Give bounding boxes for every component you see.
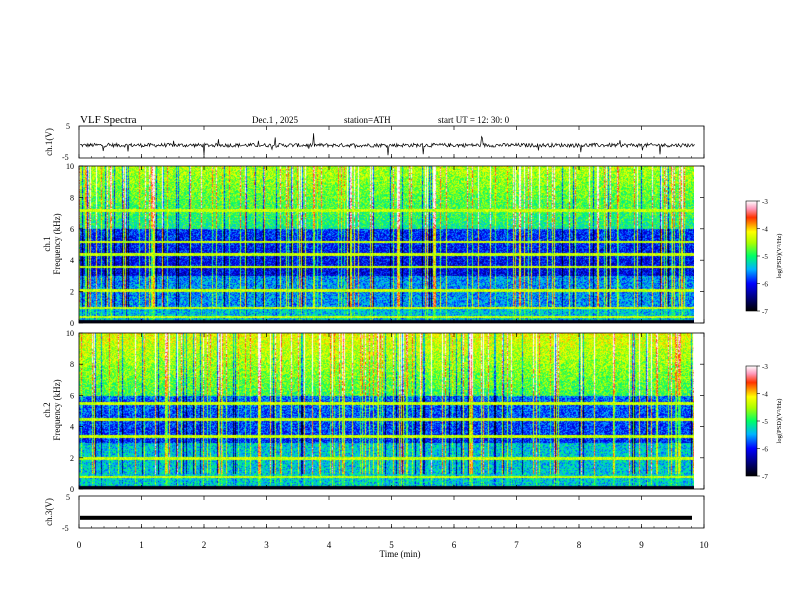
ch1-channel-label: ch.1 bbox=[42, 236, 52, 251]
x-tick-label-8: 8 bbox=[577, 540, 582, 550]
ch2-colorbar-tick-label--6: -6 bbox=[762, 446, 768, 454]
ch1-waveform-ylabel: ch.1(V) bbox=[44, 128, 54, 156]
ch1-spectrogram-yticks: 0 2 4 6 8 10 bbox=[66, 162, 704, 328]
ch3-ytick-bottom: -5 bbox=[62, 524, 69, 533]
ch2-spectrogram-ytick-label-6: 6 bbox=[70, 391, 74, 400]
ch2-spectrogram-ytick-label-8: 8 bbox=[70, 360, 74, 369]
x-tick-label-5: 5 bbox=[389, 540, 394, 550]
ch2-colorbar bbox=[745, 365, 758, 477]
ch2-spectrogram-ytick-label-2: 2 bbox=[70, 454, 74, 463]
ch2-spectrogram-yticks: 0 2 4 6 8 10 bbox=[66, 329, 704, 494]
ch3-waveform-ylabel: ch.3(V) bbox=[44, 498, 54, 526]
start-ut-label: start UT = 12: 30: 0 bbox=[438, 115, 510, 125]
ch1-colorbar-tick-label--4: -4 bbox=[762, 226, 768, 234]
x-tick-label-0: 0 bbox=[77, 540, 82, 550]
date-label: Dec.1 , 2025 bbox=[252, 115, 298, 125]
ch1-colorbar bbox=[745, 200, 758, 312]
x-tick-label-4: 4 bbox=[327, 540, 332, 550]
ch1-spectrogram-ytick-label-6: 6 bbox=[70, 225, 74, 234]
x-tick-label-7: 7 bbox=[514, 540, 519, 550]
ch3-waveform-panel: 5 -5 ch.3(V) bbox=[44, 493, 705, 533]
ch1-spectrogram-ylabel: Frequency (kHz) bbox=[52, 213, 62, 274]
ch1-waveform-frame bbox=[78, 125, 705, 159]
ch2-channel-label: ch.2 bbox=[42, 402, 52, 417]
x-tick-label-1: 1 bbox=[139, 540, 144, 550]
ch1-colorbar-ticks: -3 -4 -5 -6 -7 bbox=[757, 198, 768, 316]
ch2-colorbar-tick-label--4: -4 bbox=[762, 391, 768, 399]
time-axis-ticks: 0 1 2 3 4 5 6 7 8 9 10 bbox=[77, 126, 709, 550]
ch1-waveform-panel: 5 -5 ch.1(V) bbox=[44, 122, 705, 162]
ch1-spectrogram-ytick-label-10: 10 bbox=[66, 162, 74, 171]
ch1-colorbar-tick-label--3: -3 bbox=[762, 198, 768, 206]
ch1-ytick-bottom: -5 bbox=[62, 153, 69, 162]
ch3-ytick-top: 5 bbox=[66, 493, 70, 502]
ch2-spectrogram-image bbox=[79, 333, 694, 489]
ch1-spectrogram-ytick-label-2: 2 bbox=[70, 288, 74, 297]
ch2-spectrogram-ylabel: Frequency (kHz) bbox=[52, 379, 62, 440]
ch2-colorbar-ticks: -3 -4 -5 -6 -7 bbox=[757, 363, 768, 481]
ch1-spectrogram-ytick-label-0: 0 bbox=[70, 319, 74, 328]
ch3-waveform-trace bbox=[80, 515, 692, 520]
ch2-spectrogram-ytick-label-0: 0 bbox=[70, 485, 74, 494]
ch2-colorbar-tick-label--5: -5 bbox=[762, 418, 768, 426]
x-tick-label-6: 6 bbox=[452, 540, 457, 550]
x-tick-label-9: 9 bbox=[639, 540, 644, 550]
ch2-colorbar-tick-label--3: -3 bbox=[762, 363, 768, 371]
station-label: station=ATH bbox=[344, 115, 391, 125]
ch1-spectrogram-ytick-label-8: 8 bbox=[70, 193, 74, 202]
ch1-colorbar-tick-label--7: -7 bbox=[762, 308, 768, 316]
ch1-waveform-trace bbox=[79, 133, 695, 156]
x-tick-label-10: 10 bbox=[700, 540, 710, 550]
ch1-colorbar-tick-label--5: -5 bbox=[762, 253, 768, 261]
x-tick-label-3: 3 bbox=[264, 540, 269, 550]
ch1-colorbar-tick-label--6: -6 bbox=[762, 281, 768, 289]
ch2-colorbar-label: log(PSD)(V²/Hz) bbox=[776, 399, 783, 444]
ch3-waveform-frame bbox=[78, 495, 705, 529]
ch1-spectrogram-ytick-label-4: 4 bbox=[70, 256, 74, 265]
ch2-spectrogram-ytick-label-4: 4 bbox=[70, 423, 74, 432]
ch2-spectrogram-ytick-label-10: 10 bbox=[66, 329, 74, 338]
figure-title: VLF Spectra bbox=[80, 114, 137, 126]
time-axis-label: Time (min) bbox=[380, 549, 421, 559]
ch1-spectrogram-image bbox=[79, 166, 694, 323]
ch2-colorbar-tick-label--7: -7 bbox=[762, 473, 768, 481]
ch1-colorbar-label: log(PSD)(V²/Hz) bbox=[776, 234, 783, 279]
x-tick-label-2: 2 bbox=[202, 540, 207, 550]
ch1-ytick-top: 5 bbox=[66, 122, 70, 131]
